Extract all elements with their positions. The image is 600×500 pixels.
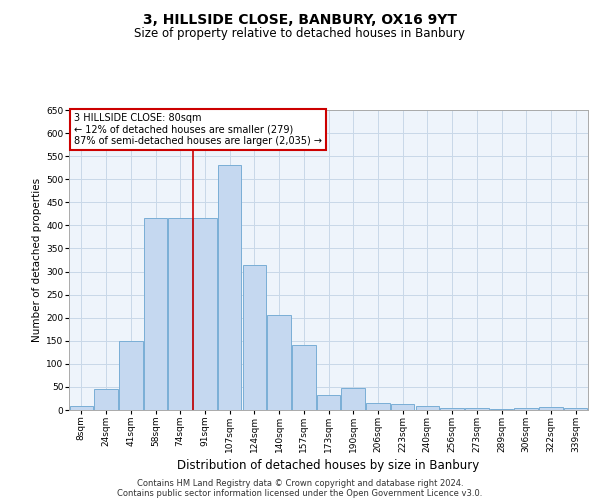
Bar xyxy=(169,218,192,410)
Y-axis label: Number of detached properties: Number of detached properties xyxy=(32,178,42,342)
Bar xyxy=(514,408,538,410)
Text: Size of property relative to detached houses in Banbury: Size of property relative to detached ho… xyxy=(134,28,466,40)
Bar xyxy=(490,409,513,410)
Bar xyxy=(193,218,217,410)
Bar xyxy=(70,406,93,410)
Bar xyxy=(119,341,143,410)
Bar xyxy=(292,346,316,410)
Bar xyxy=(268,316,291,410)
Text: 3 HILLSIDE CLOSE: 80sqm
← 12% of detached houses are smaller (279)
87% of semi-d: 3 HILLSIDE CLOSE: 80sqm ← 12% of detache… xyxy=(74,113,322,146)
Bar xyxy=(242,264,266,410)
Text: 3, HILLSIDE CLOSE, BANBURY, OX16 9YT: 3, HILLSIDE CLOSE, BANBURY, OX16 9YT xyxy=(143,12,457,26)
Text: Contains public sector information licensed under the Open Government Licence v3: Contains public sector information licen… xyxy=(118,488,482,498)
Bar xyxy=(564,408,587,410)
Bar xyxy=(94,389,118,410)
Bar xyxy=(539,407,563,410)
Bar xyxy=(144,218,167,410)
Bar xyxy=(218,166,241,410)
Bar xyxy=(341,388,365,410)
Bar xyxy=(440,408,464,410)
Bar xyxy=(465,408,488,410)
Bar xyxy=(416,406,439,410)
Bar xyxy=(391,404,415,410)
Bar xyxy=(366,403,389,410)
Text: Contains HM Land Registry data © Crown copyright and database right 2024.: Contains HM Land Registry data © Crown c… xyxy=(137,478,463,488)
Bar xyxy=(317,395,340,410)
X-axis label: Distribution of detached houses by size in Banbury: Distribution of detached houses by size … xyxy=(178,459,479,472)
